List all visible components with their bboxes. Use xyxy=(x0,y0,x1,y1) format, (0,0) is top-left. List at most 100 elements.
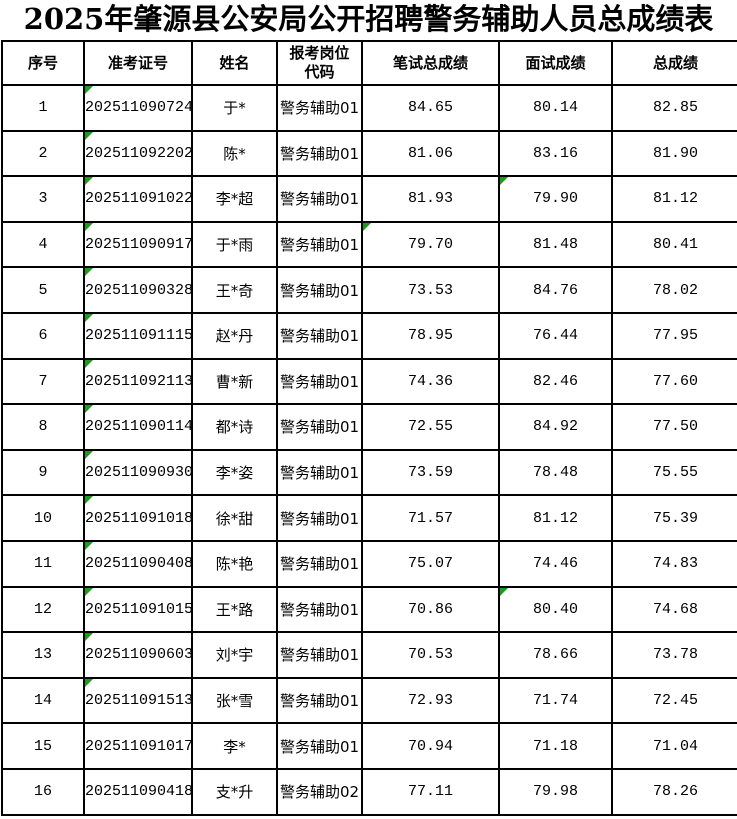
code-cell: 警务辅助01 xyxy=(276,631,363,679)
written-score-cell: 70.94 xyxy=(361,722,500,770)
table-row: 6 202511091115 赵*丹 警务辅助01 78.95 76.44 77.95 xyxy=(1,311,737,360)
green-triangle-indicator xyxy=(501,588,508,596)
code-cell: 警务辅助01 xyxy=(276,220,363,269)
green-triangle-indicator xyxy=(364,223,371,231)
col-header-2: 姓名 xyxy=(191,40,278,86)
ticket-cell: 202511090724 xyxy=(83,84,193,132)
table-row: 1 202511090724 于* 警务辅助01 84.65 80.14 82.85 xyxy=(1,84,737,132)
code-cell: 警务辅助01 xyxy=(276,84,363,132)
seq-cell: 9 xyxy=(1,448,85,497)
seq-cell: 13 xyxy=(1,631,85,679)
interview-score-cell: 79.98 xyxy=(498,767,613,816)
ticket-cell: 202511090917 xyxy=(83,220,193,269)
total-score-cell: 77.60 xyxy=(611,357,737,406)
ticket-cell: 202511090408 xyxy=(83,539,193,588)
green-triangle-indicator xyxy=(86,406,93,414)
interview-score-cell: 84.76 xyxy=(498,266,613,314)
written-score-cell: 78.95 xyxy=(361,311,500,360)
col-header-4: 笔试总成绩 xyxy=(361,40,500,86)
name-cell: 于* xyxy=(191,84,278,132)
total-score-cell: 75.55 xyxy=(611,448,737,497)
green-triangle-indicator xyxy=(86,679,93,687)
total-score-cell: 71.04 xyxy=(611,722,737,770)
written-score-cell: 74.36 xyxy=(361,357,500,406)
ticket-cell: 202511091115 xyxy=(83,311,193,360)
ticket-cell: 202511090603 xyxy=(83,631,193,679)
table-row: 4 202511090917 于*雨 警务辅助01 79.70 81.48 80.41 xyxy=(1,220,737,269)
total-score-cell: 75.39 xyxy=(611,494,737,542)
page-title: 2025年肇源县公安局公开招聘警务辅助人员总成绩表 xyxy=(23,2,714,36)
total-score-cell: 82.85 xyxy=(611,84,737,132)
name-cell: 曹*新 xyxy=(191,357,278,406)
table-row: 9 202511090930 李*姿 警务辅助01 73.59 78.48 75.55 xyxy=(1,448,737,497)
interview-score-cell: 71.74 xyxy=(498,676,613,725)
name-cell: 支*升 xyxy=(191,767,278,816)
seq-cell: 14 xyxy=(1,676,85,725)
written-score-cell: 77.11 xyxy=(361,767,500,816)
code-cell: 警务辅助01 xyxy=(276,448,363,497)
name-cell: 王*奇 xyxy=(191,266,278,314)
score-table: 序号 准考证号 姓名 报考岗位 代码 笔试总成绩 面试成绩 总成绩 1 202511090724… xyxy=(1,40,737,816)
seq-cell: 8 xyxy=(1,403,85,451)
name-cell: 王*路 xyxy=(191,585,278,634)
green-triangle-indicator xyxy=(86,542,93,550)
written-score-cell: 70.53 xyxy=(361,631,500,679)
code-cell: 警务辅助01 xyxy=(276,311,363,360)
seq-cell: 6 xyxy=(1,311,85,360)
name-cell: 于*雨 xyxy=(191,220,278,269)
green-triangle-indicator xyxy=(86,451,93,459)
name-cell: 李* xyxy=(191,722,278,770)
code-cell: 警务辅助01 xyxy=(276,722,363,770)
green-triangle-indicator xyxy=(86,269,93,277)
green-triangle-indicator xyxy=(86,588,93,596)
written-score-cell: 84.65 xyxy=(361,84,500,132)
ticket-cell: 202511090418 xyxy=(83,767,193,816)
interview-score-cell: 80.40 xyxy=(498,585,613,634)
total-score-cell: 77.50 xyxy=(611,403,737,451)
name-cell: 陈*艳 xyxy=(191,539,278,588)
ticket-cell: 202511091015 xyxy=(83,585,193,634)
interview-score-cell: 84.92 xyxy=(498,403,613,451)
col-header-6: 总成绩 xyxy=(611,40,737,86)
name-cell: 陈* xyxy=(191,129,278,178)
table-row: 10 202511091018 徐*甜 警务辅助01 71.57 81.12 75.39 xyxy=(1,494,737,542)
interview-score-cell: 82.46 xyxy=(498,357,613,406)
total-score-cell: 73.78 xyxy=(611,631,737,679)
seq-cell: 1 xyxy=(1,84,85,132)
code-cell: 警务辅助01 xyxy=(276,266,363,314)
table-row: 13 202511090603 刘*宇 警务辅助01 70.53 78.66 73.78 xyxy=(1,631,737,679)
code-cell: 警务辅助01 xyxy=(276,357,363,406)
interview-score-cell: 79.90 xyxy=(498,175,613,223)
col-header-0: 序号 xyxy=(1,40,85,86)
name-cell: 赵*丹 xyxy=(191,311,278,360)
code-cell: 警务辅助01 xyxy=(276,175,363,223)
green-triangle-indicator xyxy=(501,178,508,186)
green-triangle-indicator xyxy=(86,314,93,322)
name-cell: 李*超 xyxy=(191,175,278,223)
col-header-1: 准考证号 xyxy=(83,40,193,86)
total-score-cell: 74.83 xyxy=(611,539,737,588)
ticket-cell: 202511091022 xyxy=(83,175,193,223)
table-row: 15 202511091017 李* 警务辅助01 70.94 71.18 71.04 xyxy=(1,722,737,770)
code-cell: 警务辅助01 xyxy=(276,129,363,178)
seq-cell: 2 xyxy=(1,129,85,178)
ticket-cell: 202511091017 xyxy=(83,722,193,770)
total-score-cell: 72.45 xyxy=(611,676,737,725)
total-score-cell: 78.26 xyxy=(611,767,737,816)
interview-score-cell: 78.48 xyxy=(498,448,613,497)
written-score-cell: 75.07 xyxy=(361,539,500,588)
ticket-cell: 202511092202 xyxy=(83,129,193,178)
table-row: 7 202511092113 曹*新 警务辅助01 74.36 82.46 77.60 xyxy=(1,357,737,406)
interview-score-cell: 74.46 xyxy=(498,539,613,588)
ticket-cell: 202511090328 xyxy=(83,266,193,314)
total-score-cell: 74.68 xyxy=(611,585,737,634)
green-triangle-indicator xyxy=(86,634,93,642)
green-triangle-indicator xyxy=(86,178,93,186)
name-cell: 张*雪 xyxy=(191,676,278,725)
seq-cell: 10 xyxy=(1,494,85,542)
header-row: 序号 准考证号 姓名 报考岗位 代码 笔试总成绩 面试成绩 总成绩 xyxy=(1,40,737,86)
interview-score-cell: 76.44 xyxy=(498,311,613,360)
name-cell: 李*姿 xyxy=(191,448,278,497)
seq-cell: 12 xyxy=(1,585,85,634)
code-cell: 警务辅助01 xyxy=(276,403,363,451)
